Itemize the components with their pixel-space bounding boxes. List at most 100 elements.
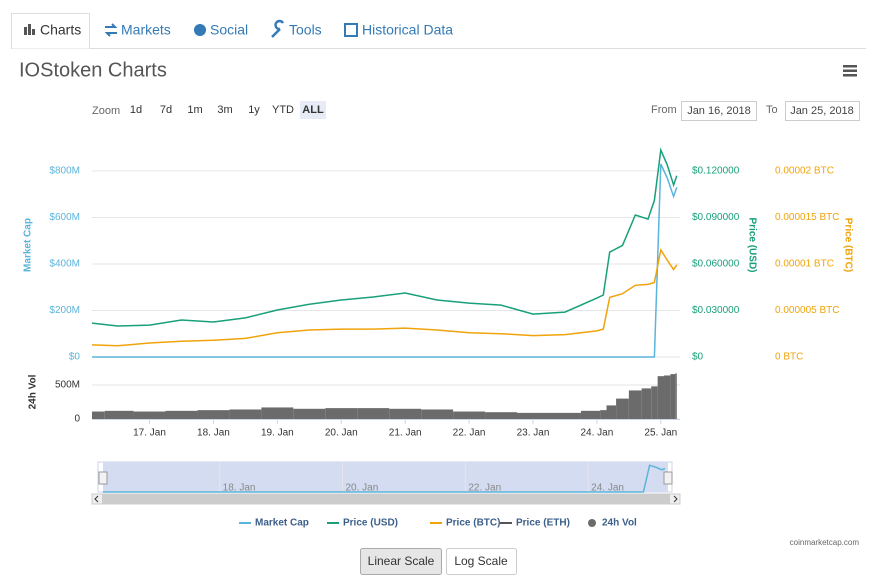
volume-bar xyxy=(675,373,677,419)
y-tick-label: $600M xyxy=(49,212,80,223)
scroll-arrow[interactable] xyxy=(94,495,678,503)
x-tick-label: 24. Jan xyxy=(581,428,614,439)
from-input[interactable] xyxy=(681,101,757,121)
to-label: To xyxy=(766,104,778,116)
menu-icon[interactable] xyxy=(843,65,857,77)
to-input[interactable] xyxy=(785,101,860,121)
y2-tick-label: $0.060000 xyxy=(692,259,740,270)
menu-bar[interactable] xyxy=(843,65,857,68)
y2-axis-title: Price (USD) xyxy=(746,217,757,272)
volume-bar xyxy=(293,408,326,419)
legend-label[interactable]: Market Cap xyxy=(255,518,309,529)
tab[interactable]: Tools xyxy=(289,22,322,38)
vol-tick-label: 0 xyxy=(74,414,80,425)
volume-bar xyxy=(628,390,642,419)
y2-tick-label: $0 xyxy=(692,352,704,363)
navigator-label: 18. Jan xyxy=(223,483,256,494)
y3-tick-label: 0.000015 BTC xyxy=(775,212,840,223)
zoom-button[interactable]: 7d xyxy=(160,104,172,116)
vol-tick-label: 500M xyxy=(55,380,80,391)
scale-button[interactable] xyxy=(446,548,517,575)
y-axis-title: Market Cap xyxy=(23,218,34,272)
x-tick-label: 22. Jan xyxy=(453,428,486,439)
zoom-button[interactable]: 1m xyxy=(187,104,202,116)
volume-bar xyxy=(453,411,486,419)
icon xyxy=(28,24,31,35)
volume-bar xyxy=(104,410,134,419)
x-tick-label: 25. Jan xyxy=(644,428,677,439)
scale-button-label[interactable]: Log Scale xyxy=(454,554,508,568)
volume-bar xyxy=(548,412,581,419)
to-value[interactable]: Jan 25, 2018 xyxy=(790,105,854,117)
navigator-label: 22. Jan xyxy=(468,483,501,494)
icon xyxy=(32,29,35,35)
tab[interactable]: Social xyxy=(210,22,248,38)
tab[interactable]: Charts xyxy=(40,22,81,38)
active-tab-box xyxy=(11,13,90,49)
volume-bar xyxy=(197,410,230,419)
volume-bar xyxy=(517,412,549,419)
y2-tick-label: $0.120000 xyxy=(692,166,740,177)
volume-bar xyxy=(357,408,390,419)
navigator-handle[interactable] xyxy=(98,471,108,485)
menu-bar[interactable] xyxy=(843,69,857,73)
volume-bar xyxy=(389,408,422,419)
tab[interactable]: Historical Data xyxy=(362,22,453,38)
navigator-selection[interactable] xyxy=(103,462,668,492)
menu-bar[interactable] xyxy=(843,74,857,77)
y2-tick-label: $0.090000 xyxy=(692,212,740,223)
zoom-button[interactable]: 1d xyxy=(130,104,142,116)
y-tick-label: $200M xyxy=(49,305,80,316)
y-tick-label: $0 xyxy=(69,352,81,363)
legend-symbol xyxy=(588,519,596,527)
volume-bar xyxy=(670,374,676,419)
x-tick-label: 17. Jan xyxy=(133,428,166,439)
from-label: From xyxy=(651,104,677,116)
x-tick-label: 18. Jan xyxy=(197,428,230,439)
volume-bar xyxy=(133,411,166,419)
x-tick-label: 20. Jan xyxy=(325,428,358,439)
y2-tick-label: $0.030000 xyxy=(692,305,740,316)
legend-label[interactable]: Price (ETH) xyxy=(516,518,570,529)
volume-bar xyxy=(165,410,198,419)
zoom-button[interactable]: 3m xyxy=(217,104,232,116)
tab[interactable]: Markets xyxy=(121,22,171,38)
credit: coinmarketcap.com xyxy=(790,538,860,547)
volume-bar xyxy=(657,376,665,419)
scale-button-label[interactable]: Linear Scale xyxy=(368,554,435,568)
legend-label[interactable]: Price (BTC) xyxy=(446,518,500,529)
volume-bar xyxy=(229,409,262,419)
scrollbar-thumb[interactable] xyxy=(102,494,670,504)
zoom-button[interactable]: ALL xyxy=(302,104,324,116)
from-value[interactable]: Jan 16, 2018 xyxy=(687,105,751,117)
icon xyxy=(194,24,206,36)
zoom-button[interactable]: YTD xyxy=(272,104,294,116)
tab-icons xyxy=(24,19,358,38)
navigator-handle[interactable] xyxy=(663,471,673,485)
page-title: IOStoken Charts xyxy=(19,59,167,81)
y-tick-label: $800M xyxy=(49,166,80,177)
y3-tick-label: 0 BTC xyxy=(775,352,803,363)
series-line xyxy=(91,247,678,347)
scale-button[interactable] xyxy=(360,548,442,575)
zoom-button-bg[interactable] xyxy=(300,101,326,119)
navigator-line xyxy=(103,464,666,493)
y3-tick-label: 0.00002 BTC xyxy=(775,165,834,176)
icon xyxy=(104,23,118,37)
volume-bar xyxy=(92,411,105,419)
volume-bar xyxy=(651,386,658,419)
legend-label[interactable]: 24h Vol xyxy=(602,518,637,529)
navigator-label: 24. Jan xyxy=(591,483,624,494)
volume-bar xyxy=(580,410,601,419)
volume-bar xyxy=(261,407,294,419)
volume-bar xyxy=(600,410,607,419)
volume-bar xyxy=(606,405,617,419)
icon xyxy=(271,19,285,38)
legend-label[interactable]: Price (USD) xyxy=(343,518,398,529)
series-line xyxy=(91,147,678,327)
volume-bar xyxy=(325,408,358,419)
icon xyxy=(344,23,358,37)
volume-bar xyxy=(664,375,671,419)
zoom-button[interactable]: 1y xyxy=(248,104,260,116)
